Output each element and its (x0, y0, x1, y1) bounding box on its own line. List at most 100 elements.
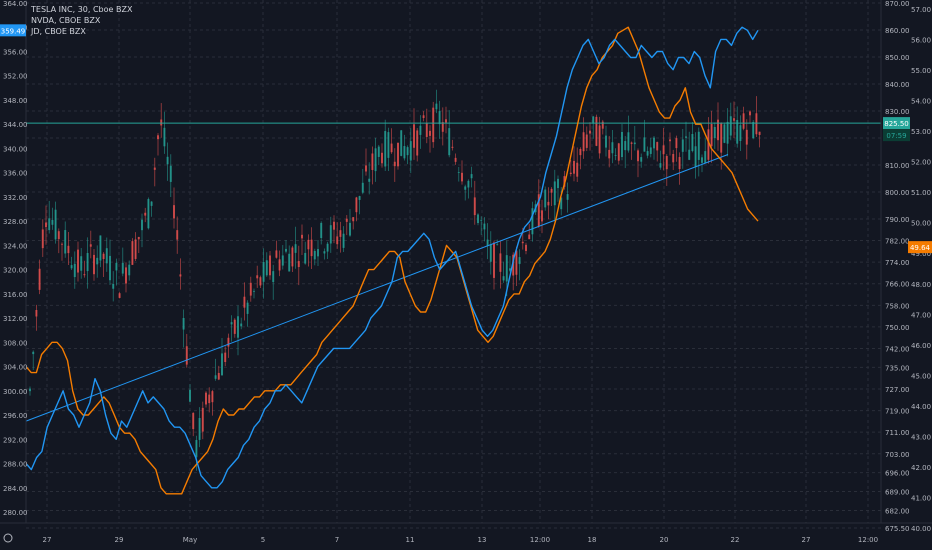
legend-jd[interactable]: JD, CBOE BZX (31, 27, 86, 36)
mid-tick-label: 860.00 (885, 27, 910, 35)
candle-body (230, 322, 233, 325)
candle-body (54, 209, 57, 240)
candle-body (301, 234, 303, 239)
candle-body (214, 375, 217, 379)
candle-body (265, 260, 268, 276)
candle-body (128, 264, 131, 276)
candle-body (173, 205, 175, 219)
mid-tick-label: 810.00 (885, 162, 910, 170)
candle-body (595, 116, 598, 146)
tesla-candles (29, 89, 761, 471)
candle-body (592, 116, 595, 124)
candle-body (166, 156, 169, 165)
candle-body (688, 149, 691, 160)
right-tick-label: 51.00 (911, 189, 931, 197)
jd-last-value-label: 49.64 (908, 241, 932, 254)
candle-body (147, 199, 150, 229)
candle-body (525, 244, 527, 251)
candle-body (397, 142, 399, 167)
nvda-last-value-label-bg (0, 24, 26, 37)
candle-body (624, 141, 627, 151)
mid-tick-label: 696.00 (885, 470, 910, 478)
x-tick-label: 27 (43, 536, 52, 544)
mid-tick-label: 840.00 (885, 81, 910, 89)
mid-tick-label: 758.00 (885, 302, 910, 310)
candle-body (358, 196, 361, 200)
left-tick-label: 296.00 (3, 412, 28, 420)
candle-body (582, 132, 585, 152)
candle-body (208, 394, 211, 404)
candle-body (169, 165, 172, 182)
candle-body (297, 261, 300, 268)
left-tick-label: 308.00 (3, 339, 28, 347)
candle-body (368, 178, 371, 182)
left-tick-label: 364.00 (3, 0, 28, 8)
candle-body (176, 230, 179, 240)
candle-body (720, 122, 723, 153)
mid-tick-label: 870.00 (885, 0, 910, 8)
candle-body (585, 134, 588, 148)
candle-body (112, 284, 115, 289)
candle-body (550, 188, 553, 193)
x-tick-label: 20 (660, 536, 669, 544)
candle-body (192, 412, 195, 430)
candle-body (448, 128, 451, 156)
candle-body (288, 253, 291, 272)
candle-body (646, 151, 649, 156)
candle-body (377, 146, 380, 157)
candle-body (566, 194, 569, 200)
candle-body (390, 143, 393, 153)
candle-body (150, 201, 153, 206)
candle-body (246, 302, 249, 314)
candle-body (256, 275, 259, 279)
candle-body (573, 160, 575, 174)
mid-tick-label: 790.00 (885, 216, 910, 224)
candle-body (445, 119, 447, 123)
candle-body (621, 131, 623, 158)
legend-nvda[interactable]: NVDA, CBOE BZX (31, 16, 101, 25)
right-tick-label: 46.00 (911, 342, 931, 350)
candle-body (317, 249, 319, 257)
candle-body (435, 103, 438, 110)
left-tick-label: 344.00 (3, 121, 28, 129)
candle-body (736, 119, 739, 144)
left-tick-label: 320.00 (3, 267, 28, 275)
candle-body (259, 277, 262, 286)
candle-body (694, 146, 697, 168)
candle-body (99, 235, 102, 261)
candle-body (633, 142, 636, 145)
candle-body (35, 309, 38, 317)
right-tick-label: 49.00 (911, 250, 931, 258)
candle-body (371, 153, 374, 170)
candle-body (432, 107, 435, 143)
grid-lines (26, 0, 881, 529)
right-tick-label: 53.00 (911, 128, 931, 136)
candle-body (217, 372, 220, 380)
candle-body (304, 252, 307, 264)
candle-body (541, 210, 543, 222)
candle-body (547, 201, 550, 206)
candle-body (70, 265, 73, 269)
candle-body (272, 271, 275, 283)
candle-body (560, 197, 563, 210)
legend-main-symbol[interactable]: TESLA INC, 30, Cboe BZX (31, 5, 133, 14)
left-tick-label: 288.00 (3, 461, 28, 469)
candle-body (598, 125, 601, 154)
candle-body (691, 134, 694, 152)
candle-body (617, 143, 620, 161)
candle-body (649, 147, 652, 154)
candle-body (461, 172, 463, 182)
candle-body (739, 125, 742, 141)
bar-countdown-label-bg (883, 129, 910, 142)
candle-body (83, 274, 86, 276)
right-tick-label: 43.00 (911, 433, 931, 441)
tsla-last-value-label-text: 825.50 (884, 120, 909, 128)
candle-body (67, 245, 70, 254)
candle-body (221, 353, 223, 376)
candle-body (704, 151, 707, 164)
candle-body (438, 111, 441, 125)
candle-body (227, 337, 230, 347)
candle-body (589, 130, 591, 134)
